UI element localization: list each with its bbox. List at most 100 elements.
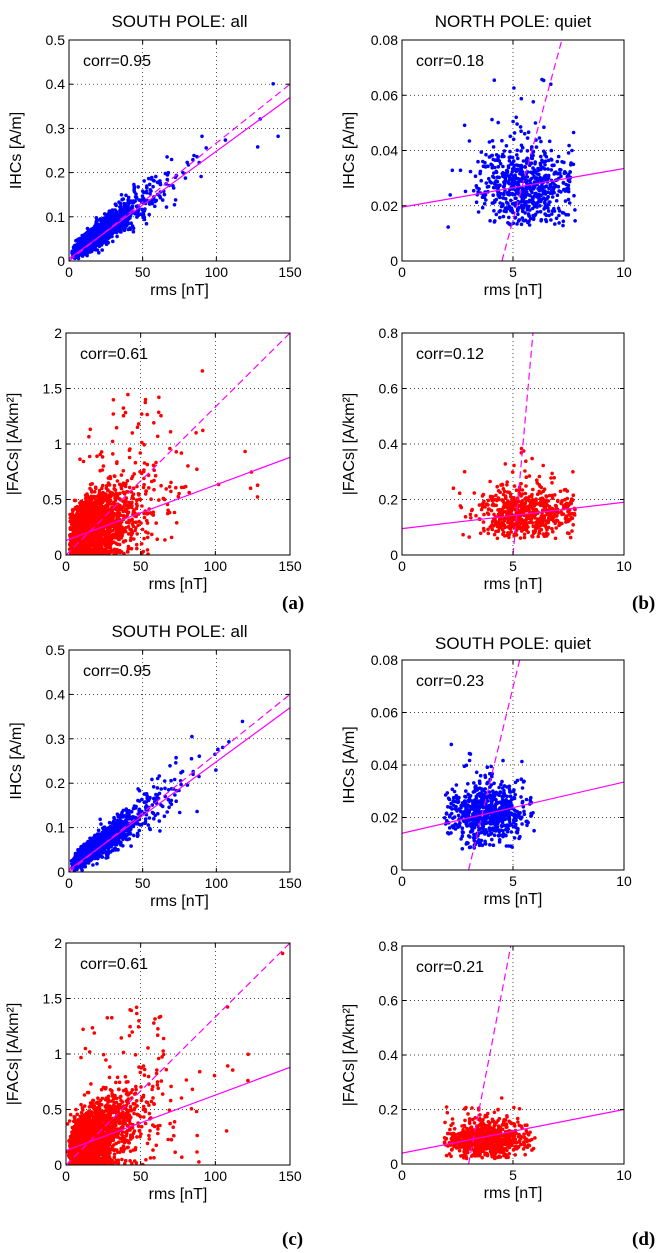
data-point (530, 190, 534, 195)
data-point (132, 472, 136, 476)
data-point (491, 145, 496, 149)
data-point (566, 189, 571, 194)
data-point (561, 180, 566, 185)
data-point (526, 220, 530, 225)
data-point (187, 490, 191, 495)
data-point (130, 500, 134, 505)
data-point (137, 519, 141, 524)
data-point (531, 153, 535, 158)
data-point (116, 535, 121, 539)
data-point (92, 516, 96, 521)
data-point (94, 216, 99, 220)
data-point (154, 521, 158, 525)
data-point (84, 499, 89, 503)
data-point (525, 136, 530, 140)
data-point (99, 551, 103, 555)
data-point (109, 215, 113, 220)
data-point (68, 516, 73, 520)
data-point (131, 496, 136, 501)
data-point (124, 529, 128, 534)
data-point (114, 491, 119, 496)
data-point (507, 193, 512, 197)
data-point (194, 431, 198, 435)
data-point (573, 208, 577, 212)
data-point (124, 499, 128, 504)
data-point (195, 467, 199, 472)
data-point (144, 189, 149, 194)
data-point (539, 139, 543, 144)
data-point (492, 78, 497, 82)
data-point (511, 119, 515, 124)
x-axis-label: rms [nT] (484, 282, 543, 299)
data-point (515, 222, 519, 226)
data-point (535, 195, 539, 199)
data-point (185, 160, 189, 165)
corr-annotation: corr=0.18 (416, 53, 484, 70)
x-tick-label: 0 (398, 264, 406, 280)
axes-box (68, 39, 291, 262)
data-point (90, 543, 94, 548)
data-point (255, 495, 260, 499)
data-point (134, 542, 139, 547)
data-point (132, 188, 136, 192)
data-point (490, 153, 495, 158)
data-point (137, 497, 141, 502)
data-point (108, 474, 112, 479)
data-point (502, 182, 507, 186)
data-point (165, 155, 169, 159)
data-point (491, 174, 495, 179)
data-point (489, 181, 494, 185)
data-point (534, 145, 539, 149)
data-point (544, 155, 549, 159)
data-point (119, 207, 124, 211)
data-point (539, 167, 543, 172)
data-point (90, 482, 94, 486)
data-point (507, 159, 512, 163)
data-point (141, 210, 146, 214)
data-point (524, 181, 529, 185)
data-point (114, 211, 118, 216)
data-point (546, 195, 550, 199)
data-point (99, 499, 104, 503)
data-point (560, 210, 565, 215)
data-point (141, 189, 145, 193)
data-points (70, 82, 280, 261)
data-point (94, 222, 98, 226)
data-point (512, 86, 516, 90)
data-point (498, 161, 503, 166)
data-point (200, 134, 204, 139)
data-point (547, 139, 552, 144)
data-point (140, 194, 145, 198)
data-point (135, 503, 139, 508)
data-point (527, 163, 532, 167)
data-point (125, 503, 130, 508)
data-point (134, 520, 138, 524)
y-axis-label: IHCs [A/m] (341, 112, 358, 189)
data-point (538, 199, 543, 204)
data-point (164, 487, 168, 491)
data-point (515, 153, 519, 157)
data-point (484, 181, 489, 185)
data-point (108, 530, 113, 534)
chart-title: NORTH POLE: quiet (435, 12, 592, 31)
data-point (248, 486, 253, 491)
data-point (201, 428, 205, 433)
data-point (149, 189, 153, 193)
data-point (559, 168, 563, 172)
data-point (118, 201, 123, 206)
data-point (145, 462, 150, 467)
data-point (125, 479, 130, 483)
data-point (543, 212, 547, 216)
data-point (543, 163, 547, 167)
data-point (520, 170, 524, 175)
data-point (89, 498, 93, 503)
data-point (174, 521, 179, 525)
data-point (83, 252, 88, 256)
data-point (131, 520, 135, 524)
data-point (480, 205, 485, 210)
data-point (114, 228, 118, 233)
data-point (105, 519, 110, 524)
data-point (533, 160, 537, 164)
data-point (112, 219, 116, 224)
